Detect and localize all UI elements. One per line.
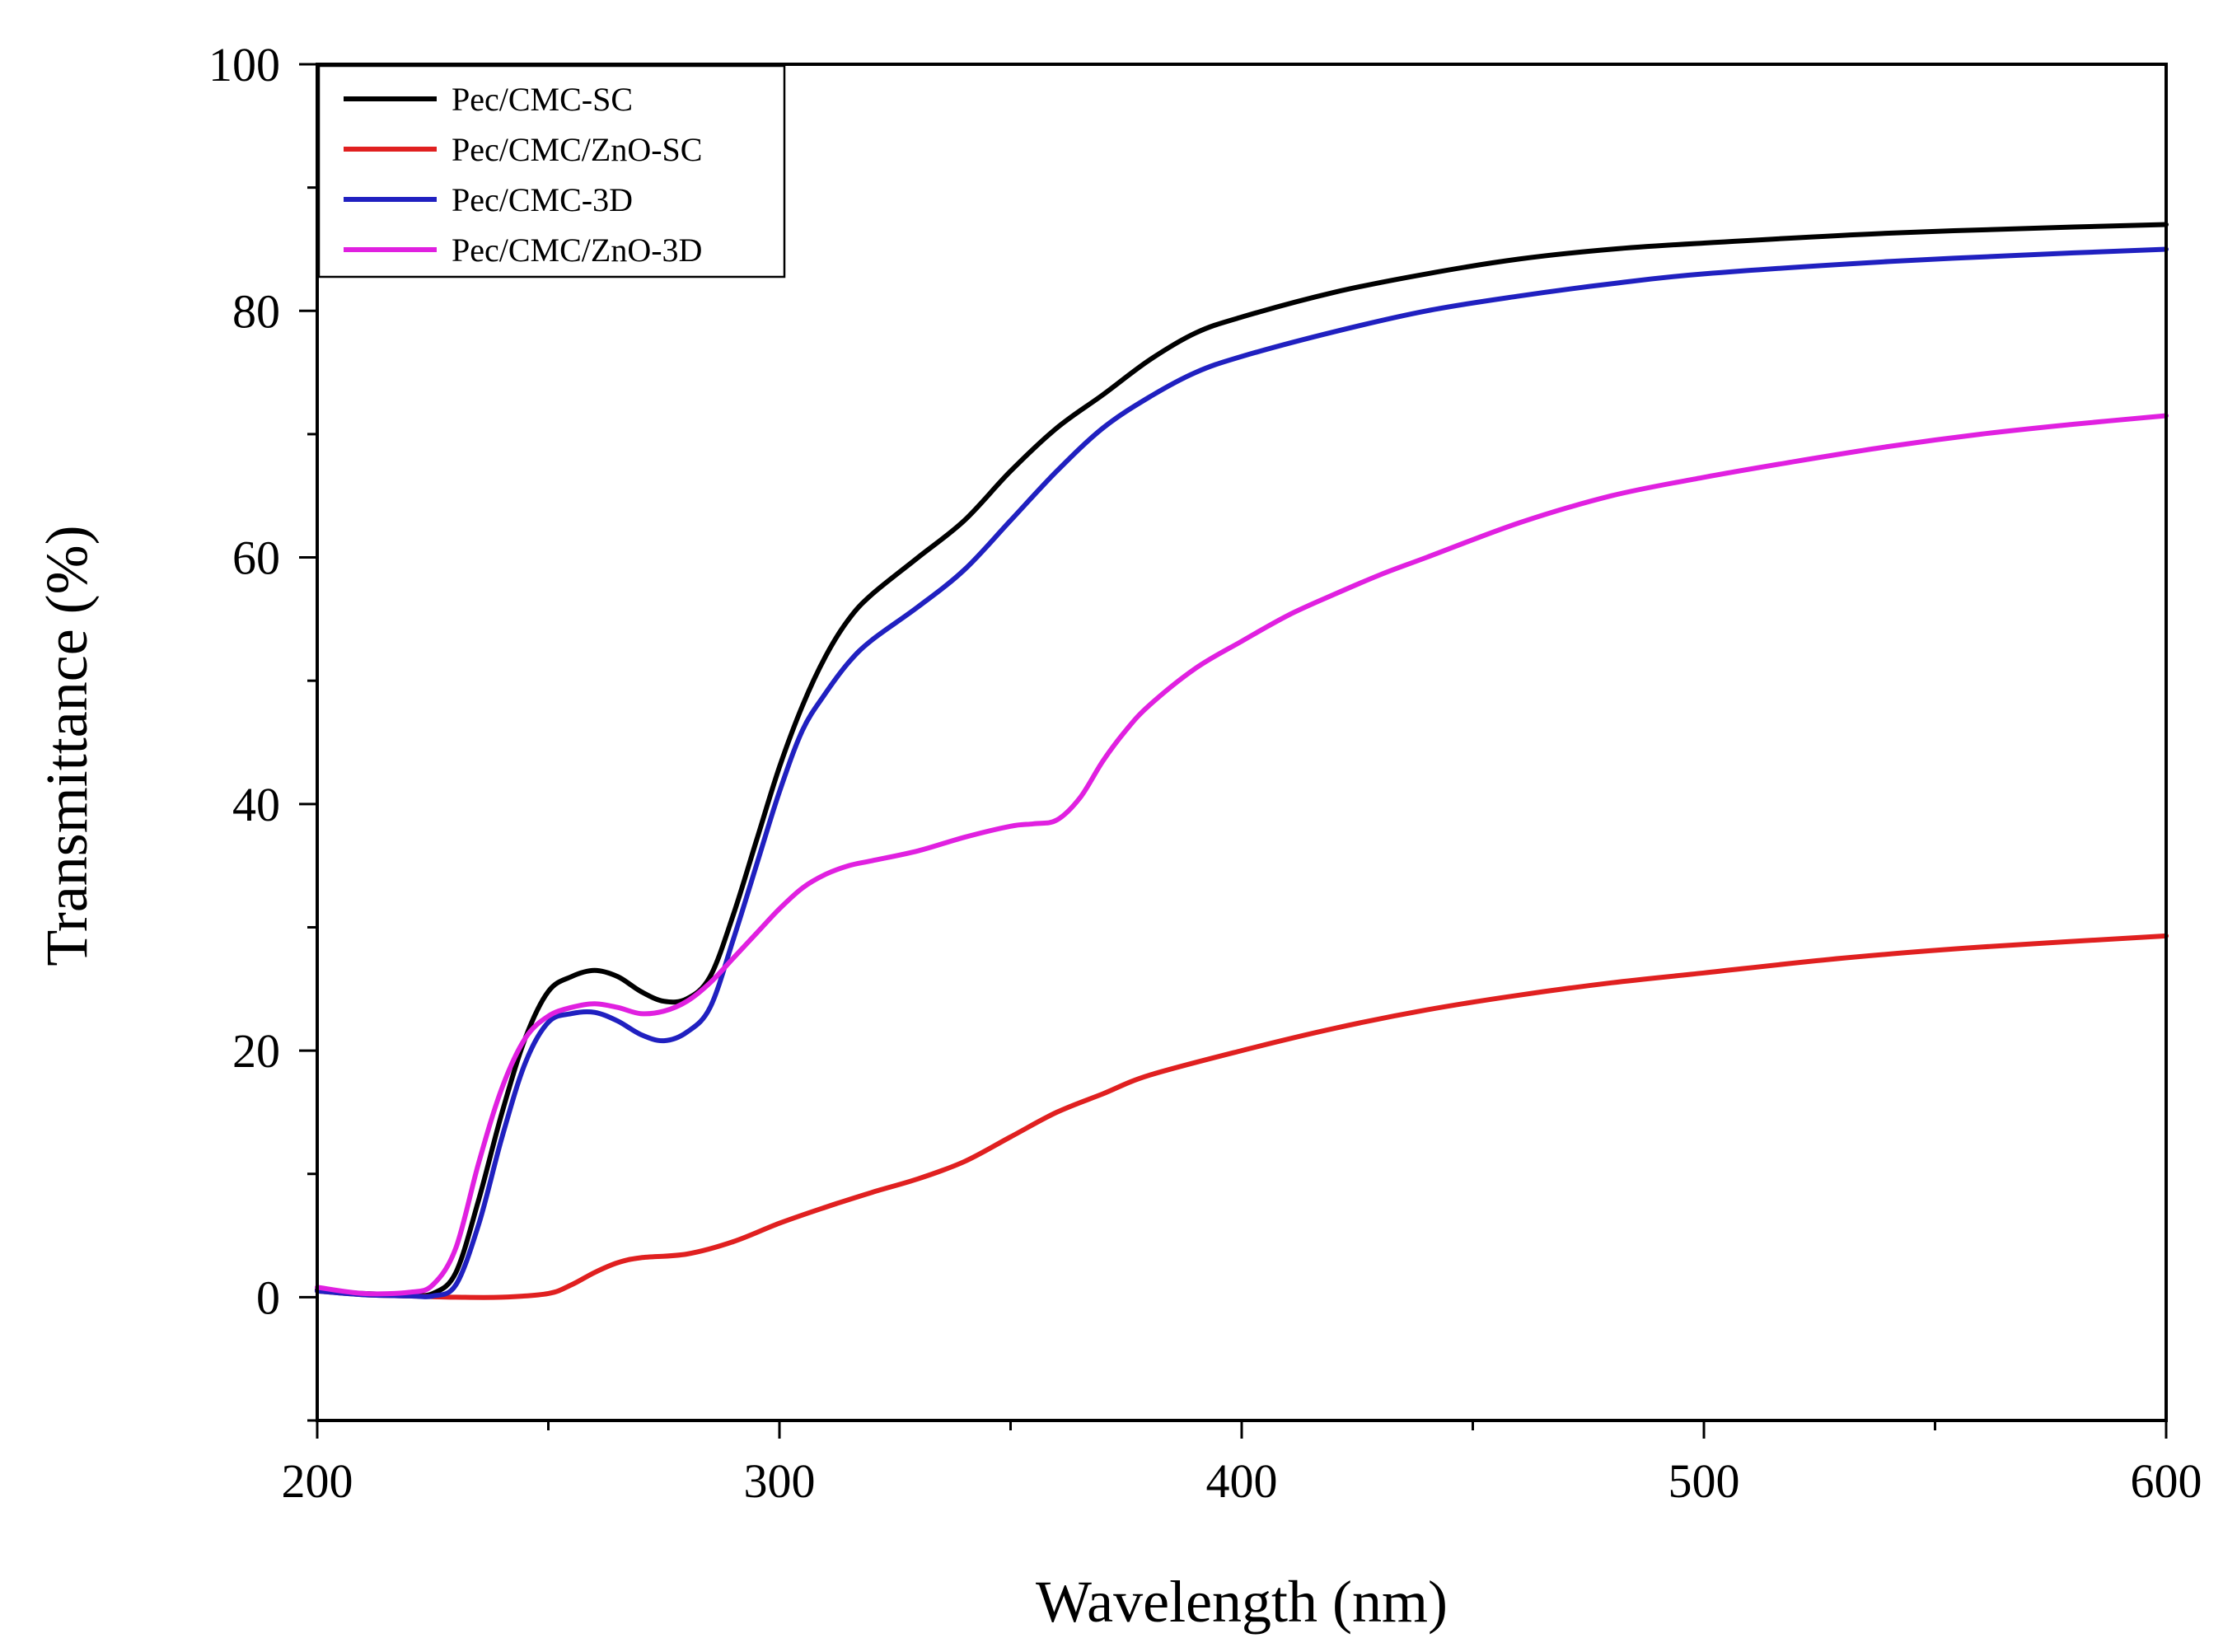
y-tick-label: 40 [232,778,280,831]
series-line-3 [315,246,2169,1299]
y-axis-title: Transmittance (%) [34,525,100,966]
y-tick-label: 80 [232,284,280,338]
legend: Pec/CMC-SC Pec/CMC/ZnO-SC Pec/CMC-3D Pec/CM… [317,64,786,278]
plot-frame [316,63,2168,1422]
legend-label: Pec/CMC-3D [452,181,633,218]
x-tick-label: 500 [1668,1454,1740,1508]
series-line-2 [315,933,2169,1300]
y-tick-label: 60 [232,531,280,585]
legend-label: Pec/CMC/ZnO-SC [452,131,702,168]
x-tick-label: 600 [2131,1454,2202,1508]
x-axis-title: Wavelength (nm) [1036,1569,1448,1635]
series-line-1 [315,222,2169,1299]
y-tick-label: 20 [232,1024,280,1078]
data-series [315,222,2169,1300]
axis-ticks: 200 300 400 500 600 0 20 40 60 80 100 [208,38,2202,1508]
y-tick-label: 100 [208,38,280,91]
y-tick-label: 0 [256,1271,280,1324]
legend-label: Pec/CMC-SC [452,81,633,118]
x-tick-label: 300 [744,1454,816,1508]
series-line-4 [315,413,2169,1297]
x-tick-label: 200 [282,1454,353,1508]
legend-label: Pec/CMC/ZnO-3D [452,232,702,269]
x-tick-label: 400 [1206,1454,1278,1508]
